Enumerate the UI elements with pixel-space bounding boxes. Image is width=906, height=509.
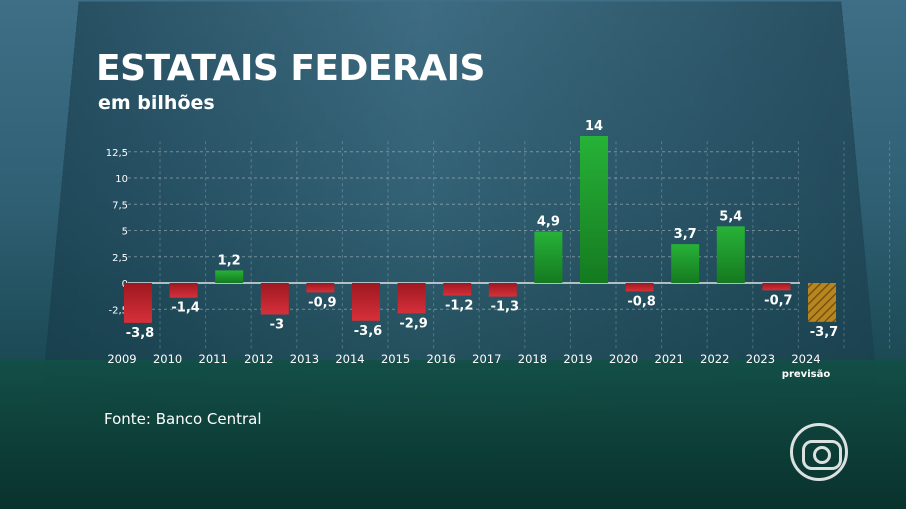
- bar-2015: [398, 283, 426, 313]
- category-label-2019: 2019: [563, 352, 592, 366]
- value-label-2020: -0,8: [627, 294, 655, 309]
- value-label-2012: -3: [270, 318, 284, 333]
- globo-logo-icon: [790, 423, 848, 481]
- category-label-2014: 2014: [335, 352, 364, 366]
- category-label-2018: 2018: [518, 352, 547, 366]
- category-label-2017: 2017: [472, 352, 501, 366]
- bar-2009: [124, 283, 152, 323]
- bar-2018: [534, 232, 562, 283]
- value-label-2010: -1,4: [171, 301, 199, 316]
- category-label-2015: 2015: [381, 352, 410, 366]
- value-label-2009: -3,8: [126, 326, 154, 341]
- y-tick-label: 2,5: [112, 253, 128, 264]
- category-label-2010: 2010: [153, 352, 182, 366]
- value-label-2011: 1,2: [218, 253, 241, 268]
- value-label-2015: -2,9: [399, 316, 427, 331]
- y-tick-label: 7,5: [112, 200, 128, 211]
- bar-2011: [215, 270, 243, 283]
- bar-2017: [489, 283, 517, 297]
- category-label-2020: 2020: [609, 352, 638, 366]
- bar-2016: [443, 283, 471, 296]
- bar-2023: [762, 283, 790, 290]
- source-note: Fonte: Banco Central: [104, 410, 262, 428]
- value-label-2013: -0,9: [308, 295, 336, 310]
- value-label-2014: -3,6: [354, 324, 382, 339]
- bar-2019: [580, 136, 608, 283]
- bar-2014: [352, 283, 380, 321]
- value-label-2024: -3,7: [810, 325, 838, 340]
- logo-screen-shape: [802, 440, 842, 470]
- category-label-2012: 2012: [244, 352, 273, 366]
- category-label-2016: 2016: [427, 352, 456, 366]
- value-label-2017: -1,3: [491, 300, 519, 315]
- bar-2012: [261, 283, 289, 315]
- category-label-2011: 2011: [199, 352, 228, 366]
- value-label-2018: 4,9: [537, 215, 560, 230]
- category-label-2022: 2022: [700, 352, 729, 366]
- value-label-2019: 14: [585, 119, 603, 134]
- value-label-2016: -1,2: [445, 299, 473, 314]
- bar-2022: [717, 226, 745, 283]
- category-label-2009: 2009: [107, 352, 136, 366]
- value-label-2021: 3,7: [674, 227, 697, 242]
- value-label-2022: 5,4: [719, 209, 742, 224]
- y-tick-label: 12,5: [106, 148, 128, 159]
- bar-2024: [808, 283, 836, 322]
- forecast-label: previsão: [782, 369, 831, 380]
- bar-2013: [306, 283, 334, 292]
- category-label-2013: 2013: [290, 352, 319, 366]
- bar-2021: [671, 244, 699, 283]
- value-label-2023: -0,7: [764, 293, 792, 308]
- category-label-2023: 2023: [746, 352, 775, 366]
- y-tick-label: 5: [122, 227, 128, 238]
- y-tick-label: 10: [115, 174, 128, 185]
- bar-2020: [626, 283, 654, 291]
- category-label-2021: 2021: [655, 352, 684, 366]
- category-label-2024: 2024: [791, 352, 820, 366]
- logo-dot-shape: [813, 446, 831, 464]
- bar-2010: [170, 283, 198, 298]
